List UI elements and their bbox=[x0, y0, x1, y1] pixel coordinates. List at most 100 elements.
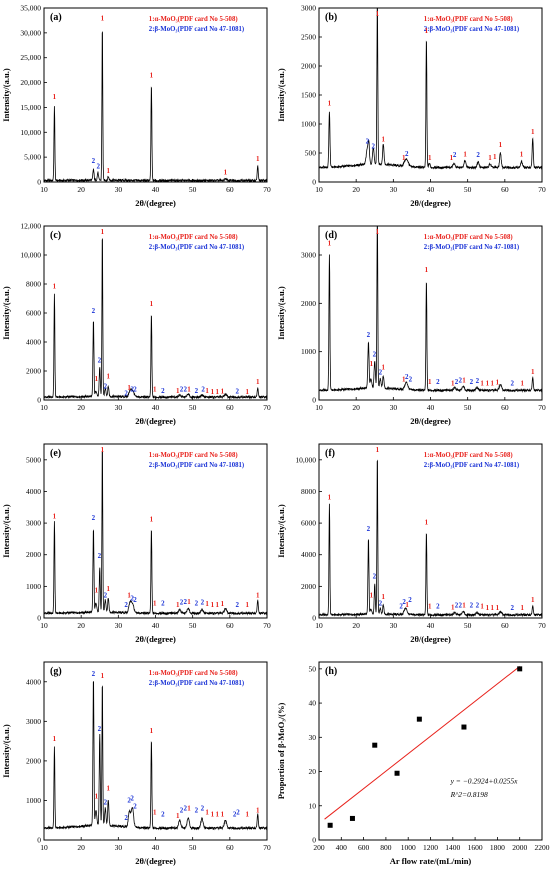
legend-beta: 2:β-MoO₃(PDF card No 47-1081) bbox=[424, 462, 519, 469]
peak-marker-alpha: 1 bbox=[107, 372, 111, 380]
legend-beta: 2:β-MoO₃(PDF card No 47-1081) bbox=[149, 26, 244, 33]
peak-marker-alpha: 1 bbox=[256, 591, 260, 599]
y-tick-label: 2500 bbox=[301, 33, 316, 42]
x-tick-label: 2000 bbox=[512, 843, 527, 852]
peak-marker-beta: 2 bbox=[470, 378, 474, 386]
x-tick-label: 10 bbox=[40, 621, 48, 630]
panel-label: (h) bbox=[325, 666, 337, 677]
peak-marker-beta: 2 bbox=[130, 794, 134, 802]
peak-marker-beta: 2 bbox=[405, 373, 409, 381]
peak-marker-alpha: 1 bbox=[176, 387, 180, 395]
peak-marker-alpha: 1 bbox=[376, 228, 380, 236]
x-tick-label: 10 bbox=[315, 621, 323, 630]
y-axis-label: Intensity/(a.u.) bbox=[276, 504, 286, 558]
x-tick-label: 70 bbox=[538, 185, 546, 194]
panel-f: 10 20 30 40 50 60 70 0 2000 4000 6000 8000 10,000 2θ/… bbox=[275, 436, 550, 654]
x-tick-label: 50 bbox=[189, 621, 197, 630]
peak-marker-alpha: 1 bbox=[101, 672, 105, 680]
peak-marker-alpha: 1 bbox=[428, 378, 432, 386]
peak-marker-alpha: 1 bbox=[187, 804, 191, 812]
x-tick-label: 30 bbox=[115, 843, 123, 852]
x-tick-label: 10 bbox=[40, 403, 48, 412]
peak-marker-beta: 2 bbox=[476, 151, 480, 159]
peak-marker-beta: 2 bbox=[98, 356, 102, 364]
peak-marker-beta: 2 bbox=[476, 602, 480, 610]
x-tick-label: 40 bbox=[427, 403, 435, 412]
panel-label: (g) bbox=[50, 666, 62, 677]
peak-marker-alpha: 1 bbox=[256, 378, 260, 386]
x-axis-label: Ar flow rate/(mL/min) bbox=[390, 856, 472, 866]
peak-marker-alpha: 1 bbox=[221, 387, 225, 395]
panel-a: 10 20 30 40 50 60 70 0 5,000 10,000 15,000 20,000 25… bbox=[0, 0, 275, 218]
y-tick-label: 2000 bbox=[301, 62, 316, 71]
y-tick-label: 5000 bbox=[26, 455, 41, 464]
y-tick-label: 50 bbox=[309, 664, 317, 673]
peak-marker-beta: 2 bbox=[201, 599, 205, 607]
peak-marker-beta: 2 bbox=[399, 603, 403, 611]
peak-marker-alpha: 1 bbox=[150, 516, 154, 524]
peak-marker-alpha: 1 bbox=[187, 385, 191, 393]
data-point bbox=[349, 815, 355, 821]
peak-marker-beta: 2 bbox=[236, 808, 240, 816]
peak-marker-alpha: 1 bbox=[95, 792, 99, 800]
peak-marker-alpha: 1 bbox=[53, 735, 57, 743]
peak-marker-alpha: 1 bbox=[101, 446, 105, 454]
data-point bbox=[394, 770, 400, 776]
peak-marker-alpha: 1 bbox=[256, 806, 260, 814]
x-axis-label: 2θ/(degree) bbox=[135, 634, 176, 644]
y-tick-label: 4000 bbox=[26, 677, 41, 686]
peak-marker-beta: 2 bbox=[98, 552, 102, 560]
x-tick-label: 60 bbox=[226, 185, 234, 194]
peak-marker-alpha: 1 bbox=[382, 593, 386, 601]
peak-marker-beta: 2 bbox=[133, 385, 137, 393]
peak-marker-alpha: 1 bbox=[224, 169, 228, 177]
peak-marker-alpha: 1 bbox=[462, 377, 466, 385]
x-tick-label: 20 bbox=[77, 621, 85, 630]
x-tick-label: 40 bbox=[152, 843, 160, 852]
chart-b: 10 20 30 40 50 60 70 0 500 1000 1500 2000 2500 3000 2θ… bbox=[276, 4, 546, 209]
y-tick-label: 25,000 bbox=[20, 53, 41, 62]
y-tick-label: 8000 bbox=[301, 487, 316, 496]
peak-marker-alpha: 1 bbox=[127, 384, 131, 392]
peak-marker-alpha: 1 bbox=[328, 493, 332, 501]
peak-marker-beta: 2 bbox=[98, 725, 102, 733]
y-tick-label: 10,000 bbox=[20, 128, 41, 137]
y-axis-label: Intensity/(a.u.) bbox=[276, 286, 286, 340]
peak-marker-beta: 2 bbox=[183, 385, 187, 393]
x-tick-label: 60 bbox=[501, 185, 509, 194]
peak-marker-alpha: 1 bbox=[53, 93, 57, 101]
peak-marker-beta: 2 bbox=[161, 387, 165, 395]
x-tick-label: 50 bbox=[464, 403, 472, 412]
x-tick-label: 70 bbox=[538, 621, 546, 630]
peak-marker-alpha: 1 bbox=[490, 380, 494, 388]
peak-marker-beta: 2 bbox=[476, 377, 480, 385]
peak-marker-alpha: 1 bbox=[246, 388, 250, 396]
xrd-pattern-line bbox=[318, 7, 543, 170]
y-tick-label: 1000 bbox=[301, 347, 316, 356]
peak-marker-alpha: 1 bbox=[486, 604, 490, 612]
peak-marker-alpha: 1 bbox=[531, 128, 535, 136]
panel-label: (f) bbox=[325, 448, 335, 459]
y-tick-label: 2000 bbox=[26, 550, 41, 559]
x-axis-label: 2θ/(degree) bbox=[135, 416, 176, 426]
peak-marker-beta: 2 bbox=[366, 138, 370, 146]
peak-marker-beta: 2 bbox=[373, 572, 377, 580]
peak-marker-beta: 2 bbox=[124, 601, 128, 609]
y-tick-label: 0 bbox=[37, 614, 41, 623]
peak-marker-alpha: 1 bbox=[425, 266, 429, 274]
peak-marker-beta: 2 bbox=[379, 599, 383, 607]
panel-b: 10 20 30 40 50 60 70 0 500 1000 1500 2000 2500 3000 2θ… bbox=[275, 0, 550, 218]
legend-beta: 2:β-MoO₃(PDF card No 47-1081) bbox=[149, 462, 244, 469]
peak-marker-alpha: 1 bbox=[215, 388, 219, 396]
peak-marker-beta: 2 bbox=[92, 670, 96, 678]
y-tick-label: 4000 bbox=[26, 487, 41, 496]
peak-marker-beta: 2 bbox=[104, 382, 108, 390]
y-tick-label: 6000 bbox=[26, 309, 41, 318]
peak-marker-beta: 2 bbox=[201, 385, 205, 393]
x-tick-label: 60 bbox=[501, 621, 509, 630]
plot-frame bbox=[318, 225, 543, 401]
x-tick-label: 1200 bbox=[423, 843, 438, 852]
x-tick-label: 30 bbox=[115, 621, 123, 630]
peak-marker-alpha: 1 bbox=[107, 167, 111, 175]
data-point bbox=[416, 716, 422, 722]
